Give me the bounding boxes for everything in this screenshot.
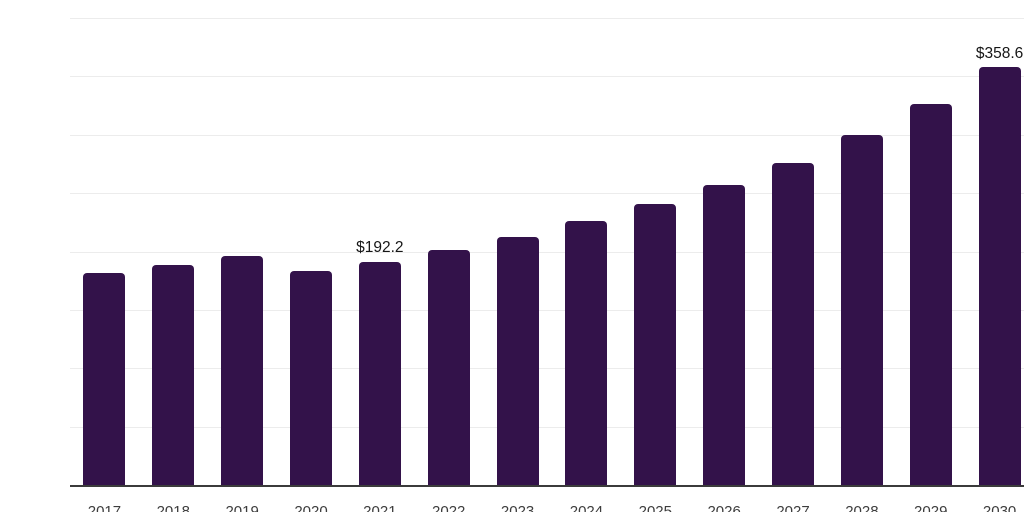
gridline	[70, 251, 1024, 253]
bar-slot	[139, 19, 208, 486]
x-tick-label-2018: 2018	[156, 502, 190, 512]
bar-2025	[634, 204, 677, 486]
gridline	[70, 76, 1024, 78]
bar-2029	[909, 104, 952, 486]
x-tick-label-2022: 2022	[432, 502, 466, 512]
bars-layer: $192.2 $358.6	[70, 19, 1024, 486]
gridline	[70, 134, 1024, 136]
bar-slot	[414, 19, 483, 486]
x-tick-label-2027: 2027	[776, 502, 810, 512]
bar-2022	[427, 249, 470, 486]
x-tick-label-2017: 2017	[87, 502, 122, 512]
gridline	[70, 193, 1024, 195]
bar-2026	[703, 184, 746, 486]
bar-value-label-2021: $192.2	[356, 239, 404, 257]
x-tick-label-2025: 2025	[638, 502, 672, 512]
x-tick-label-2030: 2030	[982, 502, 1017, 512]
bar-slot	[827, 19, 896, 486]
x-tick-label-2024: 2024	[569, 502, 604, 512]
gridline	[70, 368, 1024, 370]
bar-2024	[565, 221, 608, 486]
bar-slot	[70, 19, 139, 486]
bar-value-label-2030: $358.6	[975, 44, 1024, 62]
bar-slot: $358.6	[965, 19, 1024, 486]
x-axis-tick-labels: 2017 2018 2019 2020 2021 2022 2023 2024 2025 2026…	[70, 486, 1024, 512]
bar-slot	[759, 19, 828, 486]
gridline	[70, 18, 1024, 19]
bar-slot	[277, 19, 346, 486]
x-tick-label-2019: 2019	[225, 502, 259, 512]
bar-2018	[152, 265, 195, 486]
bar-2027	[772, 162, 815, 486]
bar-slot	[690, 19, 759, 486]
bar-slot: $192.2	[345, 19, 414, 486]
bar-2023	[496, 237, 539, 486]
bar-2028	[840, 135, 883, 486]
x-tick-label-2026: 2026	[707, 502, 741, 512]
gridline	[70, 309, 1024, 311]
x-tick-label-2021: 2021	[363, 502, 397, 512]
plot-area: $192.2 $358.6	[70, 18, 1024, 487]
bar-slot	[483, 19, 552, 486]
x-tick-label-2029: 2029	[914, 502, 948, 512]
bar-slot	[552, 19, 621, 486]
bar-slot	[621, 19, 690, 486]
bar-2017	[83, 273, 126, 486]
gridline	[70, 426, 1024, 428]
x-tick-label-2020: 2020	[294, 502, 328, 512]
bar-2021	[358, 261, 401, 486]
x-axis-line	[70, 485, 1024, 487]
x-tick-label-2028: 2028	[845, 502, 879, 512]
bar-chart: $192.2 $358.6 2017 2018 2019 2020 2021 2022 202…	[40, 16, 1024, 512]
bar-2030	[978, 67, 1021, 486]
x-tick-label-2023: 2023	[500, 502, 535, 512]
bar-slot	[896, 19, 965, 486]
bar-2019	[221, 256, 264, 486]
bar-2020	[290, 270, 332, 486]
bar-slot	[208, 19, 277, 486]
